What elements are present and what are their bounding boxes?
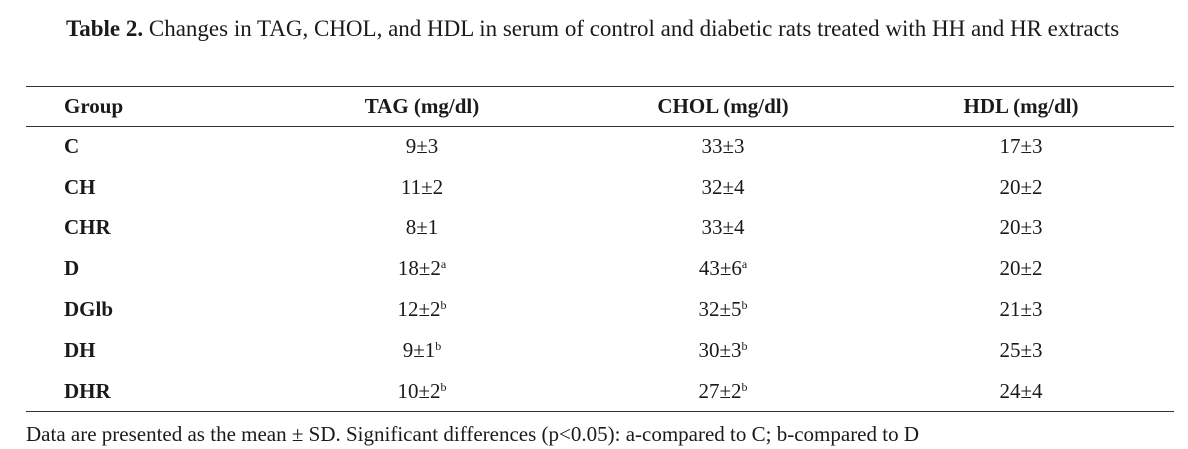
table-row: DH 9±1b 30±3b 25±3 — [26, 330, 1174, 371]
table-row: CHR 8±1 33±4 20±3 — [26, 208, 1174, 249]
cell-tag: 11±2 — [400, 174, 444, 199]
cell-hdl: 20±3 — [999, 215, 1043, 240]
table-footnote: Data are presented as the mean ± SD. Sig… — [26, 422, 920, 446]
cell-chol: 43±6a — [698, 256, 748, 281]
cell-hdl: 20±2 — [999, 174, 1043, 199]
header-chol: CHOL (mg/dl) — [657, 93, 789, 118]
table-row: DGlb 12±2b 32±5b 21±3 — [26, 289, 1174, 330]
cell-group: DH — [64, 337, 96, 362]
cell-tag: 12±2b — [397, 297, 447, 322]
cell-chol: 27±2b — [698, 378, 748, 403]
cell-group: CHR — [64, 215, 111, 240]
cell-tag: 9±1b — [402, 337, 442, 362]
header-hdl: HDL (mg/dl) — [963, 93, 1079, 118]
cell-hdl: 21±3 — [999, 297, 1043, 322]
cell-group: CH — [64, 174, 96, 199]
cell-group: DGlb — [64, 297, 114, 322]
cell-tag: 8±1 — [405, 215, 439, 240]
cell-chol: 33±4 — [701, 215, 745, 240]
data-table: Group TAG (mg/dl) CHOL (mg/dl) HDL (mg/d… — [26, 86, 1174, 412]
table-caption-text: Changes in TAG, CHOL, and HDL in serum o… — [148, 16, 1120, 41]
cell-chol: 33±3 — [701, 133, 745, 158]
cell-hdl: 20±2 — [999, 256, 1043, 281]
header-tag: TAG (mg/dl) — [364, 93, 480, 118]
table-row: D 18±2a 43±6a 20±2 — [26, 248, 1174, 289]
cell-hdl: 25±3 — [999, 337, 1043, 362]
cell-group: DHR — [64, 378, 111, 403]
cell-group: D — [64, 256, 80, 281]
cell-tag: 9±3 — [405, 133, 439, 158]
cell-group: C — [64, 133, 80, 158]
table-row: DHR 10±2b 27±2b 24±4 — [26, 371, 1174, 412]
table-caption-label: Table 2. — [66, 16, 144, 41]
table-header-rule — [26, 126, 1174, 127]
cell-chol: 32±5b — [698, 297, 748, 322]
table-row: CH 11±2 32±4 20±2 — [26, 167, 1174, 208]
cell-tag: 18±2a — [397, 256, 447, 281]
table-bottom-rule — [26, 411, 1174, 412]
cell-chol: 32±4 — [701, 174, 745, 199]
cell-tag: 10±2b — [397, 378, 447, 403]
table-header-row: Group TAG (mg/dl) CHOL (mg/dl) HDL (mg/d… — [26, 86, 1174, 126]
table-caption: Table 2. Changes in TAG, CHOL, and HDL i… — [26, 12, 1166, 46]
cell-chol: 30±3b — [698, 337, 748, 362]
cell-hdl: 24±4 — [999, 378, 1043, 403]
header-group: Group — [64, 93, 124, 118]
cell-hdl: 17±3 — [999, 133, 1043, 158]
table-top-rule — [26, 86, 1174, 87]
table-row: C 9±3 33±3 17±3 — [26, 126, 1174, 167]
